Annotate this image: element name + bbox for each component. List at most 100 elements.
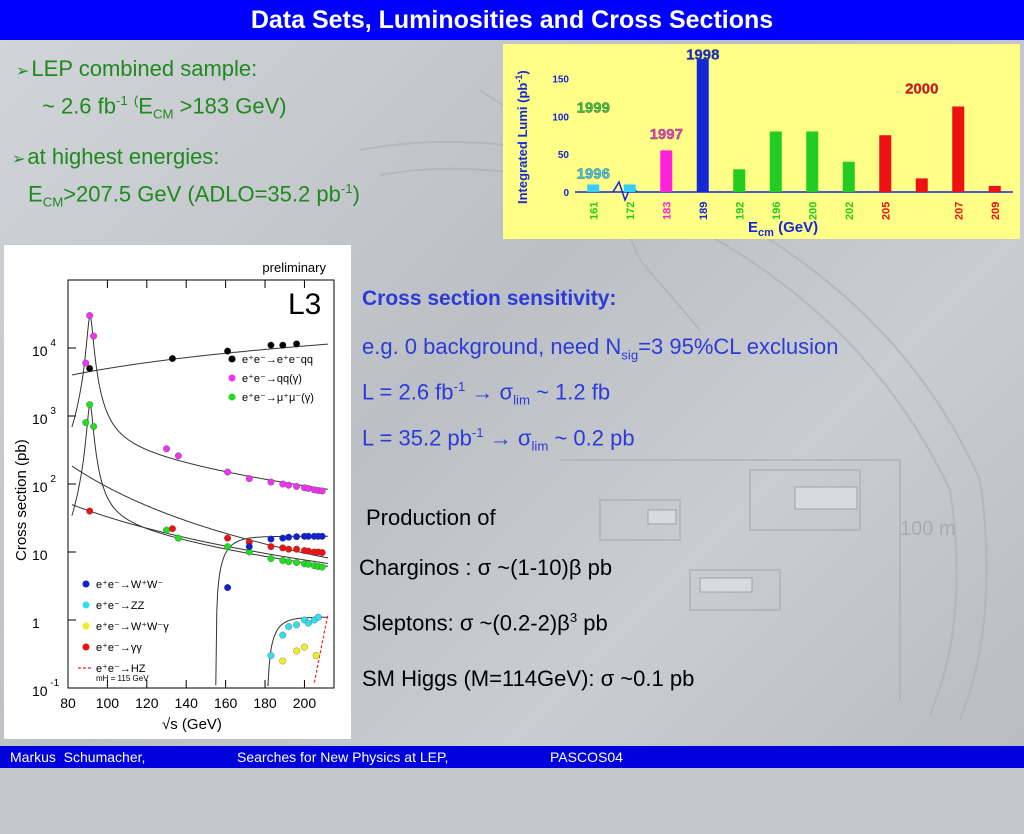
xs-point-series0-2 xyxy=(224,347,232,355)
sensitivity-line-background: e.g. 0 background, need Nsig=3 95%CL exc… xyxy=(362,334,839,363)
xs-legend-bottom-label-4: e⁺e⁻→HZ xyxy=(96,663,146,675)
xs-point-series2-0 xyxy=(82,419,90,427)
sensitivity-line-35-2pb: L = 35.2 pb-1 → σlim ~ 0.2 pb xyxy=(362,425,635,454)
xs-point-series2-4 xyxy=(174,534,182,542)
curve-gammagamma xyxy=(71,504,329,564)
xs-point-series2-8 xyxy=(279,557,287,564)
xs-legend-mh-note: mH = 115 GeV xyxy=(96,674,149,683)
lumi-bar-207 xyxy=(952,106,965,192)
preliminary-label: preliminary xyxy=(262,260,326,275)
footer-author: Markus Schumacher, xyxy=(10,749,146,765)
xs-x-tick-180: 180 xyxy=(253,695,277,711)
xs-point-series3-6 xyxy=(285,545,293,553)
bullet-highest-line2: ECM>207.5 GeV (ADLO=35.2 pb-1) xyxy=(28,181,360,210)
xs-legend-top-label-0: e⁺e⁻→e⁺e⁻qq xyxy=(242,354,313,366)
xs-point-series3-9 xyxy=(304,547,312,555)
bullet-lep-line2: ~ 2.6 fb-1 (ECM >183 GeV) xyxy=(42,93,287,122)
map-scale-label: 100 m xyxy=(900,518,956,540)
xs-y-tick-label: 1 xyxy=(32,615,40,631)
xs-point-series2-7 xyxy=(267,555,275,563)
xs-point-series6-1 xyxy=(293,647,301,655)
footer-conference: PASCOS04 xyxy=(550,749,623,765)
lumi-y-tick-100: 100 xyxy=(552,112,569,123)
lumi-bar-196 xyxy=(769,131,782,192)
xs-point-series2-5 xyxy=(224,543,232,551)
lumi-bar-200 xyxy=(806,131,819,192)
curve-hz xyxy=(313,613,329,683)
footer-talk-title: Searches for New Physics at LEP, xyxy=(237,749,449,765)
xs-legend-bottom-marker-2 xyxy=(82,622,90,630)
lumi-x-tick-209: 209 xyxy=(990,202,1002,220)
xs-point-series3-1 xyxy=(168,525,176,533)
xs-point-series1-1 xyxy=(86,312,94,320)
cross-section-plot-svg: preliminary L3 Cross section (pb) √s (Ge… xyxy=(13,260,335,733)
lumi-x-tick-183: 183 xyxy=(661,202,673,220)
xs-legend-top-label-1: e⁺e⁻→qq(γ) xyxy=(242,373,302,385)
xs-point-series1-6 xyxy=(245,475,253,483)
lumi-x-tick-207: 207 xyxy=(953,202,965,220)
bullet-lep-line1: LEP combined sample: xyxy=(31,56,258,81)
xs-legend-top-marker-0 xyxy=(228,355,236,363)
lumi-bar-206 xyxy=(915,178,928,192)
xs-point-series5-2 xyxy=(285,623,293,631)
xs-x-tick-160: 160 xyxy=(214,695,238,711)
xs-x-tick-80: 80 xyxy=(60,695,76,711)
xs-legend-bottom-marker-1 xyxy=(82,601,90,609)
xs-point-series2-1 xyxy=(86,401,94,409)
xs-point-series4-3 xyxy=(279,534,287,542)
xs-legend-bottom-marker-3 xyxy=(82,643,90,651)
xs-point-series4-5 xyxy=(293,533,301,541)
xs-point-series1-7 xyxy=(267,478,275,486)
slide-title: Data Sets, Luminosities and Cross Sectio… xyxy=(0,0,1024,40)
xs-point-series1-10 xyxy=(293,483,301,490)
lumi-year-label-2000: 2000 xyxy=(905,81,938,98)
xs-point-series2-12 xyxy=(304,560,312,568)
cross-section-plot: preliminary L3 Cross section (pb) √s (Ge… xyxy=(4,245,351,739)
xs-point-series5-1 xyxy=(279,631,287,639)
sensitivity-line-2-6fb: L = 2.6 fb-1 → σlim ~ 1.2 fb xyxy=(362,379,611,408)
xs-legend-top-label-2: e⁺e⁻→μ⁺μ⁻(γ) xyxy=(242,392,314,404)
xs-point-series2-9 xyxy=(285,558,293,566)
lumi-bar-172 xyxy=(623,184,636,192)
xs-y-tick-label: 10 4 xyxy=(32,338,56,359)
xs-point-series3-12 xyxy=(318,549,326,557)
xs-point-series4-1 xyxy=(245,543,253,551)
xs-point-series2-15 xyxy=(318,563,326,571)
lumi-x-tick-196: 196 xyxy=(771,202,783,220)
xs-point-series3-0 xyxy=(86,507,94,515)
lumi-x-tick-200: 200 xyxy=(807,202,819,220)
xs-y-tick-label: 10 3 xyxy=(32,406,56,427)
lumi-y-tick-150: 150 xyxy=(552,74,569,85)
luminosity-chart-bg xyxy=(503,44,1020,239)
xs-y-tick-label: 10 xyxy=(32,547,48,563)
xs-legend-top-marker-1 xyxy=(228,374,236,382)
lumi-x-tick-205: 205 xyxy=(880,202,892,220)
xs-point-series6-0 xyxy=(279,657,287,665)
xs-point-series6-2 xyxy=(300,643,308,651)
xs-point-series0-0 xyxy=(86,365,94,372)
xs-point-series1-4 xyxy=(174,452,182,460)
xs-y-tick-label: 10 -1 xyxy=(32,678,60,699)
xs-point-series4-7 xyxy=(304,532,312,540)
luminosity-chart-svg: Integrated Lumi (pb-1) Ecm (GeV) 0 50 100 1… xyxy=(503,44,1020,239)
xs-legend-bottom-label-0: e⁺e⁻→W⁺W⁻ xyxy=(96,579,163,591)
lumi-y-axis-label: Integrated Lumi (pb-1) xyxy=(514,70,530,204)
bullet-arrow-icon: ➢ xyxy=(16,63,30,80)
curve-eeqq xyxy=(71,343,329,376)
xs-legend-bottom-label-3: e⁺e⁻→γγ xyxy=(96,642,142,654)
xs-point-series3-4 xyxy=(267,543,275,551)
lumi-x-tick-189: 189 xyxy=(698,202,710,220)
production-sm-higgs: SM Higgs (M=114GeV): σ ~0.1 pb xyxy=(362,666,695,691)
arrow-right-icon: → xyxy=(471,379,494,405)
xs-legend-bottom-marker-0 xyxy=(82,580,90,588)
xs-point-series1-15 xyxy=(318,487,326,495)
lumi-y-tick-0: 0 xyxy=(563,188,569,199)
xs-point-series0-5 xyxy=(293,340,301,348)
xs-point-series5-5 xyxy=(304,619,312,627)
bullet-arrow-icon: ➢ xyxy=(12,151,26,168)
lumi-bar-189 xyxy=(696,58,709,193)
xs-legend-bottom-label-1: e⁺e⁻→ZZ xyxy=(96,600,145,612)
xs-point-series1-5 xyxy=(224,468,232,476)
curve-zz-like xyxy=(71,465,329,559)
xs-point-series6-3 xyxy=(312,652,320,660)
